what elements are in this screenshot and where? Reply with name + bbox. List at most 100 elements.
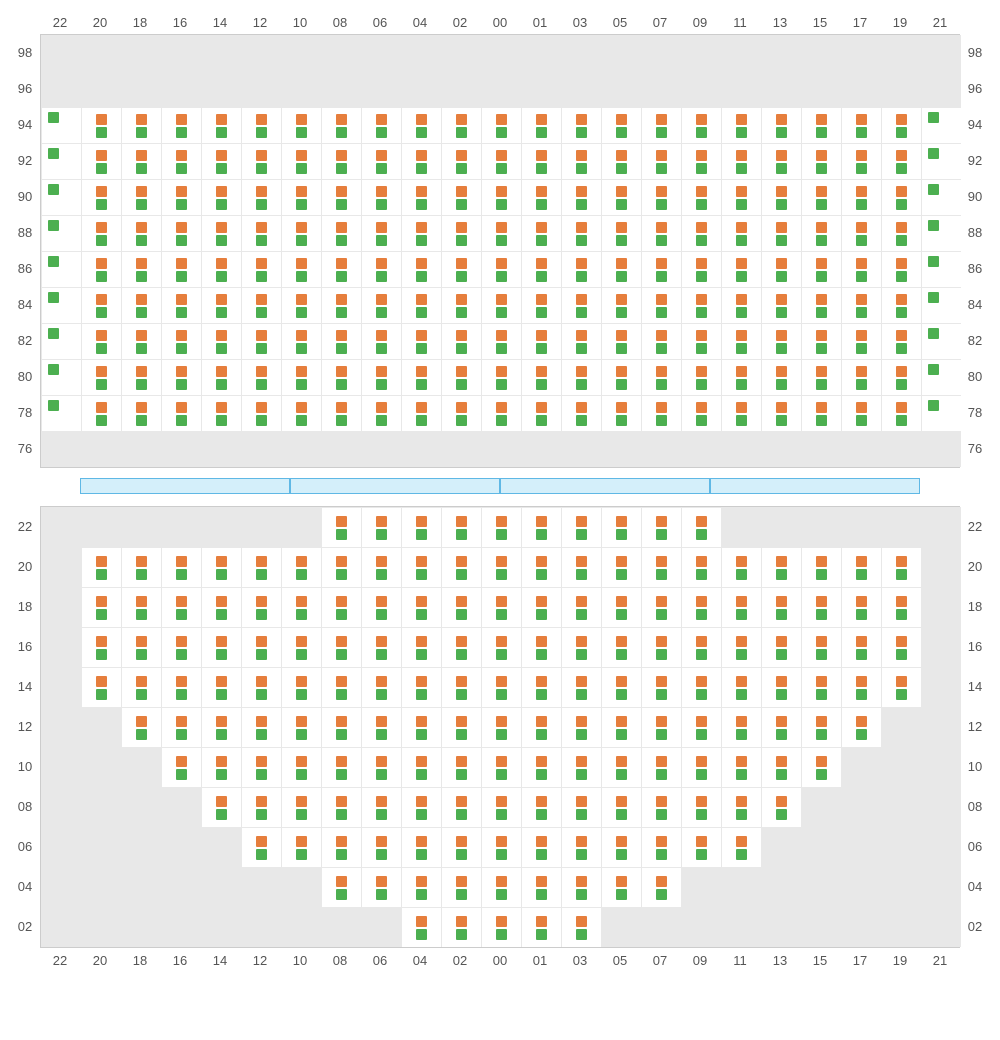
seat-cell[interactable]: [521, 827, 561, 867]
seat-cell[interactable]: [601, 707, 641, 747]
seat-cell[interactable]: [241, 323, 281, 359]
seat-cell[interactable]: [801, 667, 841, 707]
seat-cell[interactable]: [441, 587, 481, 627]
seat-cell[interactable]: [401, 251, 441, 287]
seat-cell[interactable]: [241, 747, 281, 787]
seat-cell[interactable]: [521, 395, 561, 431]
seat-cell[interactable]: [601, 627, 641, 667]
seat-cell[interactable]: [401, 287, 441, 323]
seat-cell[interactable]: [241, 547, 281, 587]
seat-cell[interactable]: [201, 107, 241, 143]
seat-cell[interactable]: [121, 215, 161, 251]
seat-cell[interactable]: [401, 787, 441, 827]
seat-cell[interactable]: [481, 323, 521, 359]
seat-cell[interactable]: [241, 287, 281, 323]
seat-cell[interactable]: [801, 395, 841, 431]
seat-cell[interactable]: [561, 707, 601, 747]
seat-cell[interactable]: [81, 587, 121, 627]
seat-cell[interactable]: [641, 323, 681, 359]
seat-cell[interactable]: [481, 787, 521, 827]
seat-cell[interactable]: [761, 707, 801, 747]
seat-cell[interactable]: [801, 359, 841, 395]
seat-cell[interactable]: [721, 667, 761, 707]
seat-cell[interactable]: [361, 323, 401, 359]
seat-cell[interactable]: [681, 707, 721, 747]
seat-cell[interactable]: [601, 215, 641, 251]
seat-cell[interactable]: [241, 251, 281, 287]
seat-cell[interactable]: [121, 359, 161, 395]
seat-cell[interactable]: [721, 747, 761, 787]
seat-cell[interactable]: [321, 251, 361, 287]
seat-cell[interactable]: [41, 287, 81, 323]
seat-cell[interactable]: [641, 143, 681, 179]
seat-cell[interactable]: [521, 667, 561, 707]
seat-cell[interactable]: [841, 547, 881, 587]
seat-cell[interactable]: [441, 827, 481, 867]
seat-cell[interactable]: [921, 323, 961, 359]
seat-cell[interactable]: [841, 323, 881, 359]
seat-cell[interactable]: [361, 707, 401, 747]
seat-cell[interactable]: [281, 359, 321, 395]
seat-cell[interactable]: [41, 323, 81, 359]
seat-cell[interactable]: [721, 395, 761, 431]
seat-cell[interactable]: [441, 287, 481, 323]
seat-cell[interactable]: [161, 707, 201, 747]
seat-cell[interactable]: [761, 547, 801, 587]
seat-cell[interactable]: [721, 107, 761, 143]
seat-cell[interactable]: [681, 323, 721, 359]
seat-cell[interactable]: [641, 827, 681, 867]
seat-cell[interactable]: [521, 867, 561, 907]
seat-cell[interactable]: [601, 787, 641, 827]
seat-cell[interactable]: [161, 287, 201, 323]
seat-cell[interactable]: [481, 107, 521, 143]
seat-cell[interactable]: [521, 287, 561, 323]
seat-cell[interactable]: [641, 747, 681, 787]
seat-cell[interactable]: [441, 547, 481, 587]
seat-cell[interactable]: [521, 547, 561, 587]
seat-cell[interactable]: [401, 107, 441, 143]
seat-cell[interactable]: [441, 627, 481, 667]
seat-cell[interactable]: [841, 667, 881, 707]
seat-cell[interactable]: [401, 627, 441, 667]
seat-cell[interactable]: [321, 867, 361, 907]
seat-cell[interactable]: [681, 215, 721, 251]
seat-cell[interactable]: [881, 287, 921, 323]
seat-cell[interactable]: [41, 359, 81, 395]
seat-cell[interactable]: [801, 215, 841, 251]
seat-cell[interactable]: [361, 143, 401, 179]
seat-cell[interactable]: [281, 707, 321, 747]
seat-cell[interactable]: [761, 323, 801, 359]
seat-cell[interactable]: [801, 107, 841, 143]
seat-cell[interactable]: [281, 747, 321, 787]
seat-cell[interactable]: [481, 867, 521, 907]
seat-cell[interactable]: [721, 787, 761, 827]
seat-cell[interactable]: [481, 507, 521, 547]
seat-cell[interactable]: [641, 251, 681, 287]
seat-cell[interactable]: [761, 787, 801, 827]
seat-cell[interactable]: [201, 707, 241, 747]
seat-cell[interactable]: [561, 251, 601, 287]
seat-cell[interactable]: [641, 395, 681, 431]
seat-cell[interactable]: [841, 395, 881, 431]
seat-cell[interactable]: [761, 251, 801, 287]
seat-cell[interactable]: [241, 627, 281, 667]
seat-cell[interactable]: [641, 287, 681, 323]
seat-cell[interactable]: [801, 323, 841, 359]
seat-cell[interactable]: [761, 287, 801, 323]
seat-cell[interactable]: [481, 827, 521, 867]
seat-cell[interactable]: [401, 359, 441, 395]
seat-cell[interactable]: [641, 667, 681, 707]
seat-cell[interactable]: [881, 395, 921, 431]
seat-cell[interactable]: [481, 359, 521, 395]
seat-cell[interactable]: [161, 323, 201, 359]
seat-cell[interactable]: [801, 287, 841, 323]
seat-cell[interactable]: [321, 143, 361, 179]
seat-cell[interactable]: [641, 627, 681, 667]
seat-cell[interactable]: [881, 667, 921, 707]
seat-cell[interactable]: [881, 359, 921, 395]
seat-cell[interactable]: [761, 747, 801, 787]
seat-cell[interactable]: [81, 395, 121, 431]
seat-cell[interactable]: [321, 507, 361, 547]
seat-cell[interactable]: [841, 179, 881, 215]
seat-cell[interactable]: [161, 251, 201, 287]
